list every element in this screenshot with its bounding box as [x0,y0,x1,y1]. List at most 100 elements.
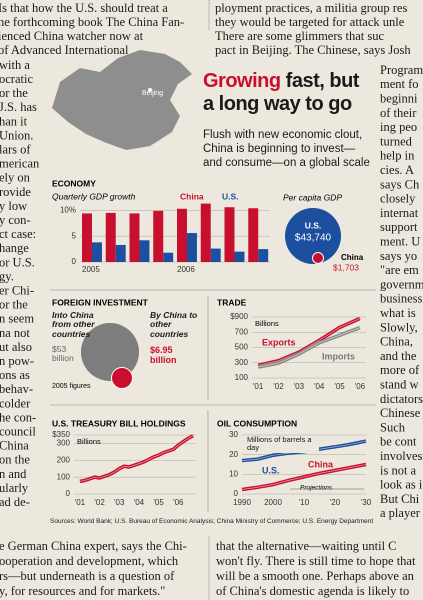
bar [258,249,269,262]
article-line: But Chi [380,492,420,506]
article-line: or the [0,298,28,312]
article-line: lars of [0,142,31,156]
article-line: ing peo [380,120,417,134]
article-line: ooperation and development, which [0,554,179,568]
y-tick-label: 10% [60,205,76,214]
bubble [81,323,139,381]
x-tick-label: '04 [314,382,325,391]
article-line: Program [380,63,423,77]
article-line: ct case: [0,227,36,241]
article-line: "are em [380,263,419,277]
note: 2005 figures [52,383,91,390]
article-line: colder [0,396,31,410]
article-line: of China's domestic agenda is likely to [216,584,409,598]
chart-subtitle: Quarterly GDP growth [52,191,136,201]
article-line: ut also [0,340,32,354]
y-tick-label: 500 [235,343,249,352]
article-line: er Chi- [0,283,34,297]
x-tick-label: 1990 [233,498,251,507]
article-line: na not [0,326,30,340]
x-tick-label: '06 [355,382,366,391]
article-line: n pow- [0,354,34,368]
x-tick-label: '03 [114,498,125,507]
bubble-label: Into China from other countries [52,310,95,339]
article-line: Union. [0,128,33,142]
article-line: governm [380,277,423,291]
x-tick-label: '02 [94,498,105,507]
article-line: of their [380,106,417,120]
source: Sources: World Bank; U.S. Bureau of Econ… [50,518,374,525]
unit-label: Millions of barrels a day [247,435,319,453]
article-line: says Ch [380,177,420,191]
article-line: y, for resources and for markets." [0,584,165,598]
x-tick-label: '06 [173,498,184,507]
article-line: y con- [0,213,31,227]
x-tick-label: '05 [153,498,164,507]
graphic-subtitle: Flush with new economic clout, China is b… [203,128,381,170]
article-line: closely [380,192,416,206]
article-line: business [380,292,423,306]
bubble-label: By China to other countries [150,310,198,339]
y-tick-label: 300 [235,358,249,367]
bubble-label: China [341,253,364,262]
article-line: stand w [380,377,419,391]
y-tick-label: 20 [229,450,238,459]
article-line: support [380,220,418,234]
x-tick-label: 2006 [177,265,195,274]
y-tick-label: 0 [234,489,239,498]
y-tick-label: 700 [235,327,249,336]
x-tick-label: '10 [299,498,310,507]
article-line: says yo [380,249,417,263]
y-tick-label: $900 [230,312,248,321]
article-line: merican [0,157,40,171]
value-label: $53 billion [52,344,74,364]
unit-label: Billions [255,319,279,328]
chart-title: FOREIGN INVESTMENT [52,297,149,307]
bubble [311,251,325,265]
y-tick-label: 100 [235,373,249,382]
article-line: J.S. has [0,100,37,114]
article-line: be cont [380,435,417,449]
article-line: he con- [0,410,36,424]
article-line: ienced China watcher now at [0,29,144,43]
bar [115,244,126,262]
article-line: dictators [380,392,423,406]
article-line: help in [380,149,415,163]
value-label: $6.95 billion [150,345,177,365]
article-line: han it [0,114,28,128]
article-line: won't fly. There is still time to hope t… [216,554,416,568]
y-tick-label: 0 [66,489,71,498]
article-line: pact in Beijing. The Chinese, says Josh [215,43,411,57]
legend-label: China [180,191,204,201]
article-line: n seem [0,312,34,326]
article-line: rs—but underneath is a question of [0,569,175,583]
x-tick-label: '04 [134,498,145,507]
article-line: ment. U [380,234,420,248]
article-line: rovide [0,185,31,199]
chart-title: TRADE [217,297,247,307]
article-line: beginni [380,91,418,105]
article-line: that the alternative—waiting until C [216,539,397,553]
y-tick-label: 200 [57,455,71,464]
article-line: or U.S. [0,255,35,269]
series-label: China [308,459,334,469]
article-line: they would be targeted for attack unle [215,15,405,29]
article-line: cies. A [380,163,414,177]
x-tick-label: '30 [361,498,372,507]
article-line: will be a smooth one. Perhaps above an [216,569,415,583]
article-line: ad de- [0,495,30,509]
article-line: y low [0,199,27,213]
graphic-title: Growing fast, but a long way to go [203,70,381,116]
y-tick-label: 100 [57,472,71,481]
bar [153,210,164,262]
article-line: Chinese [380,406,421,420]
bar [234,251,245,262]
series-line-highlight [79,435,194,482]
article-line: turned [380,134,413,148]
article-line: more of [380,363,420,377]
annotation: Projections [300,485,333,492]
article-line: Slowly, [380,320,418,334]
value-label: $1,703 [333,262,359,272]
article-line: ployment practices, a militia group res [215,1,407,15]
x-tick-label: 2005 [82,265,100,274]
